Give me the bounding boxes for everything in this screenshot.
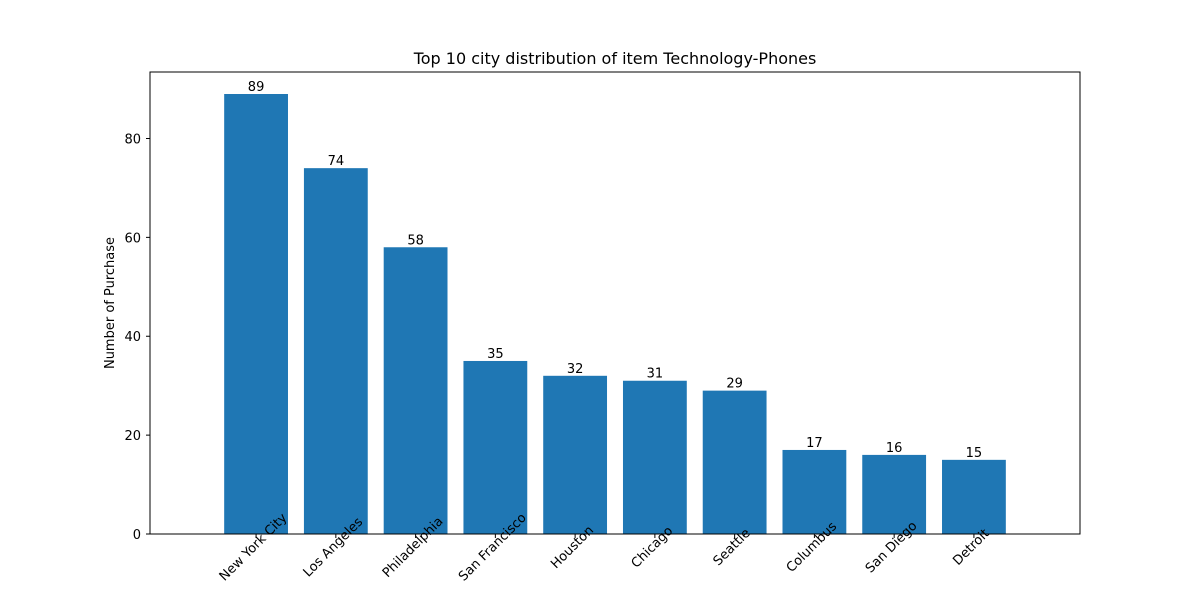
bar-value-label: 17: [806, 436, 823, 451]
y-tick-label: 40: [124, 330, 141, 345]
bar-value-label: 29: [726, 377, 743, 392]
y-tick-label: 80: [124, 132, 141, 147]
plot-area-frame: [149, 71, 1081, 535]
bar: [862, 454, 927, 534]
bar-value-label: 35: [487, 347, 504, 362]
bar: [303, 168, 368, 535]
bar: [543, 375, 608, 534]
y-tick-label: 0: [133, 528, 141, 543]
bar-value-label: 74: [328, 154, 345, 169]
bar: [224, 94, 288, 534]
data-labels-layer: 89 74 58 35 32 31 29 17 16 15: [248, 80, 982, 461]
bar: [942, 459, 1006, 534]
y-tick-label: 60: [124, 231, 141, 246]
bar: [622, 380, 687, 534]
bar: [782, 449, 847, 534]
bars-layer: [224, 94, 1006, 535]
y-tick-label: 20: [124, 429, 141, 444]
bar-value-label: 58: [407, 233, 424, 248]
bar: [383, 247, 448, 534]
bar-value-label: 15: [966, 446, 983, 461]
bar-value-label: 31: [647, 367, 664, 382]
bar: [702, 390, 767, 534]
bar-value-label: 16: [886, 441, 903, 456]
chart-title: Top 10 city distribution of item Technol…: [413, 49, 817, 68]
y-axis-title: Number of Purchase: [103, 237, 118, 369]
bar-value-label: 89: [248, 80, 265, 95]
bar-value-label: 32: [567, 362, 584, 377]
y-axis-ticks: 0 20 40 60 80: [124, 132, 150, 543]
bar: [463, 360, 528, 534]
